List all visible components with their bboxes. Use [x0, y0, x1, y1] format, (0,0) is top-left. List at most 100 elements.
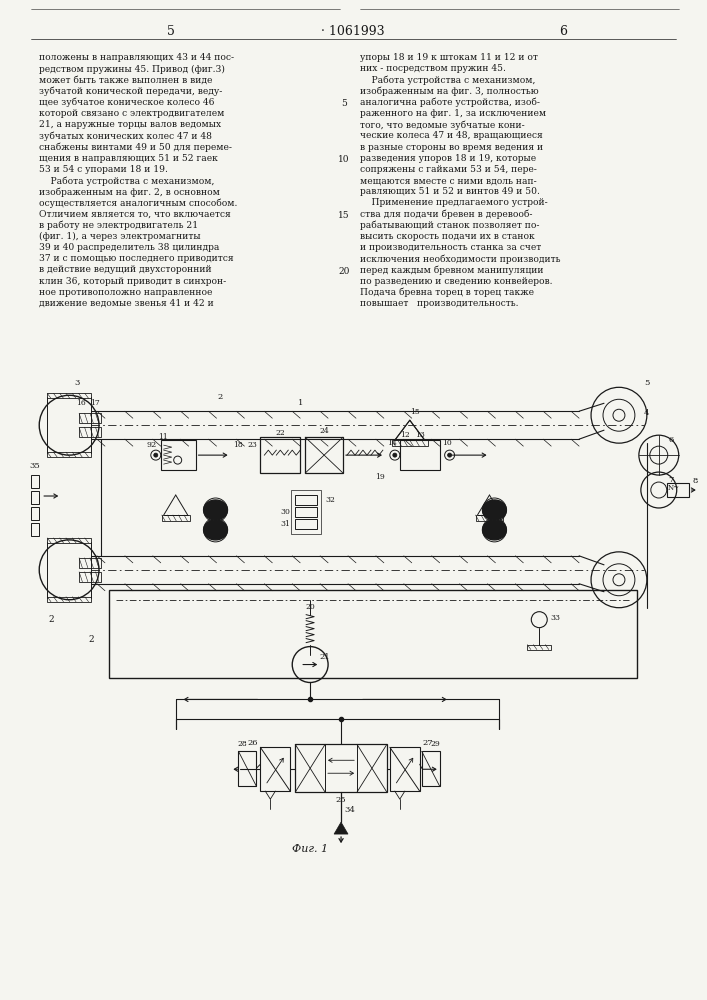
Bar	[305, 437, 343, 473]
Text: 6: 6	[559, 25, 567, 38]
Bar	[47, 538, 91, 543]
Text: Работа устройства с механизмом,: Работа устройства с механизмом,	[360, 76, 535, 85]
Text: них - посредством пружин 45.: них - посредством пружин 45.	[360, 64, 506, 73]
Bar	[296, 519, 317, 529]
Bar	[47, 452, 91, 457]
Text: сопряжены с гайками 53 и 54, пере-: сопряжены с гайками 53 и 54, пере-	[360, 165, 537, 174]
Text: ческие колеса 47 и 48, вращающиеся: ческие колеса 47 и 48, вращающиеся	[360, 131, 543, 140]
Text: 35: 35	[29, 462, 40, 470]
Text: щее зубчатое коническое колесо 46: щее зубчатое коническое колесо 46	[40, 98, 215, 107]
Bar	[31, 491, 40, 504]
Text: 5: 5	[644, 379, 650, 387]
Bar	[296, 744, 387, 792]
Text: 15: 15	[410, 408, 420, 416]
Text: 34: 34	[344, 806, 356, 814]
Text: которой связано с электродвигателем: которой связано с электродвигателем	[40, 109, 225, 118]
Text: 20: 20	[339, 267, 350, 276]
Bar	[109, 590, 637, 678]
Text: 53 и 54 с упорами 18 и 19.: 53 и 54 с упорами 18 и 19.	[40, 165, 168, 174]
Text: редством пружины 45. Привод (фиг.3): редством пружины 45. Привод (фиг.3)	[40, 64, 225, 74]
Text: 7: 7	[668, 476, 674, 484]
Text: Фиг. 1: Фиг. 1	[292, 844, 328, 854]
Bar	[390, 747, 420, 791]
Text: 4: 4	[644, 409, 650, 417]
Text: снабжены винтами 49 и 50 для переме-: снабжены винтами 49 и 50 для переме-	[40, 143, 232, 152]
Text: высить скорость подачи их в станок: высить скорость подачи их в станок	[360, 232, 534, 241]
Text: 21, а наружные торцы валов ведомых: 21, а наружные торцы валов ведомых	[40, 120, 221, 129]
Text: 1: 1	[298, 399, 303, 407]
Bar	[400, 440, 440, 470]
Text: 5: 5	[167, 25, 175, 38]
Text: того, что ведомые зубчатые кони-: того, что ведомые зубчатые кони-	[360, 120, 525, 130]
Bar	[291, 490, 321, 534]
Text: 29: 29	[431, 740, 440, 748]
Bar	[260, 747, 291, 791]
Text: 31: 31	[281, 520, 291, 528]
Text: клин 36, который приводит в синхрон-: клин 36, который приводит в синхрон-	[40, 277, 226, 286]
Text: 39 и 40 распределитель 38 цилиндра: 39 и 40 распределитель 38 цилиндра	[40, 243, 220, 252]
Text: 33: 33	[550, 614, 560, 622]
Bar	[296, 507, 317, 517]
Text: 15: 15	[338, 211, 350, 220]
Bar	[31, 475, 40, 488]
Text: Работа устройства с механизмом,: Работа устройства с механизмом,	[40, 176, 215, 186]
Text: исключения необходимости производить: исключения необходимости производить	[360, 254, 561, 264]
Text: зубчатых конических колес 47 и 48: зубчатых конических колес 47 и 48	[40, 131, 212, 141]
Text: повышает   производительность.: повышает производительность.	[360, 299, 518, 308]
Text: в работу не электродвигатель 21: в работу не электродвигатель 21	[40, 221, 199, 230]
Circle shape	[393, 453, 397, 457]
Text: 37 и с помощью последнего приводится: 37 и с помощью последнего приводится	[40, 254, 234, 263]
Bar	[392, 440, 428, 446]
Text: N~: N~	[667, 484, 679, 492]
Text: 2: 2	[48, 615, 54, 624]
Text: в разные стороны во время ведения и: в разные стороны во время ведения и	[360, 143, 543, 152]
Text: 2: 2	[88, 635, 94, 644]
Text: движение ведомые звенья 41 и 42 и: движение ведомые звенья 41 и 42 и	[40, 299, 214, 308]
Polygon shape	[482, 520, 506, 540]
Text: 21: 21	[320, 653, 330, 661]
Text: 10: 10	[338, 155, 350, 164]
Bar	[47, 597, 91, 602]
Bar	[238, 751, 257, 786]
Text: аналогична работе устройства, изоб-: аналогична работе устройства, изоб-	[360, 98, 540, 107]
Text: 32: 32	[325, 496, 335, 504]
Text: осуществляется аналогичным способом.: осуществляется аналогичным способом.	[40, 198, 238, 208]
Polygon shape	[482, 500, 506, 520]
Text: 24: 24	[320, 427, 329, 435]
Text: раженного на фиг. 1, за исключением: раженного на фиг. 1, за исключением	[360, 109, 546, 118]
Bar	[31, 507, 40, 520]
Text: 10: 10	[442, 439, 452, 447]
Text: 9: 9	[146, 441, 151, 449]
Text: 27: 27	[422, 739, 433, 747]
Text: разведения упоров 18 и 19, которые: разведения упоров 18 и 19, которые	[360, 154, 536, 163]
Text: 25: 25	[336, 796, 346, 804]
Polygon shape	[204, 520, 228, 540]
Text: 12: 12	[400, 431, 409, 439]
Text: 16: 16	[76, 399, 86, 407]
Text: положены в направляющих 43 и 44 пос-: положены в направляющих 43 и 44 пос-	[40, 53, 234, 62]
Bar	[79, 558, 101, 568]
Text: 5: 5	[341, 99, 347, 108]
Bar	[31, 523, 40, 536]
Text: 8: 8	[693, 477, 699, 485]
Text: может быть также выполнен в виде: может быть также выполнен в виде	[40, 76, 213, 85]
Circle shape	[154, 453, 158, 457]
Text: 11: 11	[158, 433, 168, 441]
Bar	[527, 645, 551, 650]
Bar	[79, 572, 101, 582]
Text: изображенным на фиг. 2, в основном: изображенным на фиг. 2, в основном	[40, 187, 220, 197]
Text: и производительность станка за счет: и производительность станка за счет	[360, 243, 542, 252]
Text: 17: 17	[90, 399, 100, 407]
Bar	[476, 515, 503, 521]
Bar	[47, 393, 91, 398]
Bar	[79, 413, 101, 423]
Text: упоры 18 и 19 к штокам 11 и 12 и от: упоры 18 и 19 к штокам 11 и 12 и от	[360, 53, 538, 62]
Text: ное противоположно направленное: ное противоположно направленное	[40, 288, 213, 297]
Bar	[667, 483, 689, 497]
Text: 19: 19	[375, 473, 385, 481]
Text: мещаются вместе с ними вдоль нап-: мещаются вместе с ними вдоль нап-	[360, 176, 537, 185]
Text: перед каждым бревном манипуляции: перед каждым бревном манипуляции	[360, 265, 544, 275]
Text: ства для подачи бревен в деревооб-: ства для подачи бревен в деревооб-	[360, 210, 532, 219]
Text: 6: 6	[668, 436, 673, 444]
Polygon shape	[334, 822, 348, 834]
